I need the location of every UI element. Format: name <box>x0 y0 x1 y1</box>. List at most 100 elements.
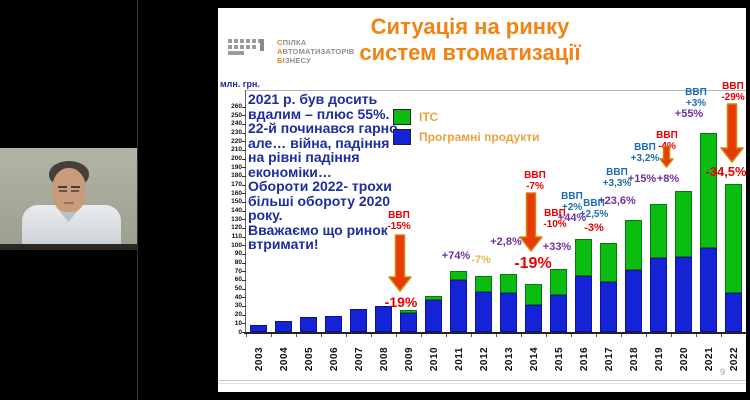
legend-swatch <box>393 129 411 145</box>
growth-label-2019: +15% <box>627 173 657 185</box>
y-tick-mark <box>242 115 246 117</box>
y-tick-label: 150 <box>231 198 242 206</box>
gdp-label-2009: ВВП -15% <box>387 210 411 232</box>
gdp-label-2018: ВВП +3,3% <box>602 167 632 189</box>
y-tick-label: 110 <box>231 233 243 241</box>
y-tick-mark <box>242 271 246 273</box>
x-tick-mark <box>521 334 522 337</box>
y-tick-label: 70 <box>234 267 242 275</box>
bar-2021-software <box>700 247 717 332</box>
bar-2007-software <box>350 309 367 332</box>
y-tick-label: 210 <box>231 146 242 154</box>
x-tick-mark <box>271 334 272 337</box>
y-tick-label: 50 <box>234 285 242 293</box>
y-tick-label: 40 <box>234 293 242 301</box>
x-tick-mark <box>471 334 472 337</box>
speaker-eye-left <box>59 190 67 192</box>
bar-2016-software <box>575 275 592 332</box>
bar-2021-its <box>700 132 717 248</box>
y-tick-mark <box>242 314 246 316</box>
slide-footer-line <box>218 380 746 381</box>
bar-2011-its <box>450 271 467 280</box>
y-tick-mark <box>242 323 246 325</box>
bar-2009-its <box>400 310 417 313</box>
bar-2018-software <box>625 270 642 332</box>
slide-title: Ситуація на ринку систем втоматизації <box>320 14 620 66</box>
x-tick-mark <box>446 334 447 337</box>
y-tick-label: 80 <box>234 259 242 267</box>
gdp-drop-arrow-2020 <box>658 145 674 168</box>
y-tick-label: 190 <box>231 163 242 171</box>
y-tick-label: 60 <box>234 276 242 284</box>
growth-label-2013: +2,8% <box>490 236 522 248</box>
gdp-drop-arrow-2009 <box>388 234 412 292</box>
x-tick-mark <box>696 334 697 337</box>
y-tick-mark <box>242 253 246 255</box>
y-tick-mark <box>242 332 246 333</box>
bar-2014-its <box>525 284 542 306</box>
webcam-tile <box>0 148 137 250</box>
bar-2017-software <box>600 281 617 332</box>
y-tick-label: 30 <box>234 302 242 310</box>
x-tick-mark <box>621 334 622 337</box>
y-tick-mark <box>242 193 246 195</box>
growth-label-2011: +74% <box>441 250 471 262</box>
legend-item: Програмні продукти <box>393 127 540 147</box>
bar-2009-software <box>400 312 417 332</box>
gdp-label-2016: ВВП +2% <box>561 191 583 213</box>
y-tick-mark <box>242 305 246 307</box>
bar-2019-its <box>650 203 667 259</box>
slide-title-line1: Ситуація на ринку <box>370 14 570 39</box>
gdp-label-2019: ВВП +3,2% <box>630 142 660 164</box>
gdp-label-2017: ВВП +2,5% <box>579 198 609 220</box>
x-axis-line <box>244 332 746 334</box>
y-tick-mark <box>242 279 246 281</box>
logo-line1: ПІЛКА <box>282 38 307 47</box>
x-tick-mark <box>396 334 397 337</box>
slide-title-line2: систем втоматизації <box>359 40 581 65</box>
x-tick-mark <box>421 334 422 337</box>
y-tick-mark <box>242 219 246 221</box>
growth-label-2012: -7% <box>471 254 491 266</box>
bar-2012-software <box>475 292 492 332</box>
bar-2008-software <box>375 305 392 332</box>
y-tick-mark <box>242 201 246 203</box>
y-tick-mark <box>242 236 246 238</box>
y-tick-mark <box>242 149 246 151</box>
y-tick-mark <box>242 141 246 143</box>
sab-logo: СПІЛКА АВТОМАТИЗАТОРІВ БІЗНЕСУ <box>228 38 355 65</box>
y-tick-label: 260 <box>231 103 242 110</box>
video-strip-divider <box>137 0 138 400</box>
x-tick-mark <box>346 334 347 337</box>
drop-label-2009: -19% <box>384 294 418 310</box>
y-tick-label: 20 <box>234 311 242 319</box>
growth-label-2020: +8% <box>656 173 680 185</box>
y-tick-mark <box>242 123 246 125</box>
y-tick-mark <box>242 158 246 160</box>
y-tick-label: 130 <box>231 215 242 223</box>
speaker-face <box>52 168 86 212</box>
y-tick-label: 0 <box>238 328 242 336</box>
x-tick-mark <box>546 334 547 337</box>
x-axis-label-2022: 2022 <box>728 346 739 372</box>
growth-label-2021: +55% <box>674 108 704 120</box>
x-tick-mark <box>721 334 722 337</box>
slide-footer-line-2 <box>218 383 746 384</box>
gdp-label-2022: ВВП -29% <box>721 81 745 103</box>
y-tick-label: 220 <box>231 137 242 145</box>
y-tick-label: 240 <box>231 120 242 128</box>
bar-2015-software <box>550 294 567 332</box>
x-tick-mark <box>246 334 247 337</box>
growth-label-2015: +33% <box>542 241 572 253</box>
y-tick-label: 160 <box>231 189 242 197</box>
y-tick-mark <box>242 297 246 299</box>
x-tick-mark <box>296 334 297 337</box>
bar-2018-its <box>625 220 642 271</box>
commentary-text: 2021 р. був досить вдалим – плюс 55%. 22… <box>248 91 402 252</box>
speaker-brow-left <box>58 186 67 188</box>
bar-2020-software <box>675 257 692 332</box>
gdp-drop-arrow-2022 <box>720 103 744 163</box>
video-sidebar <box>0 0 218 400</box>
y-tick-label: 140 <box>231 207 242 215</box>
